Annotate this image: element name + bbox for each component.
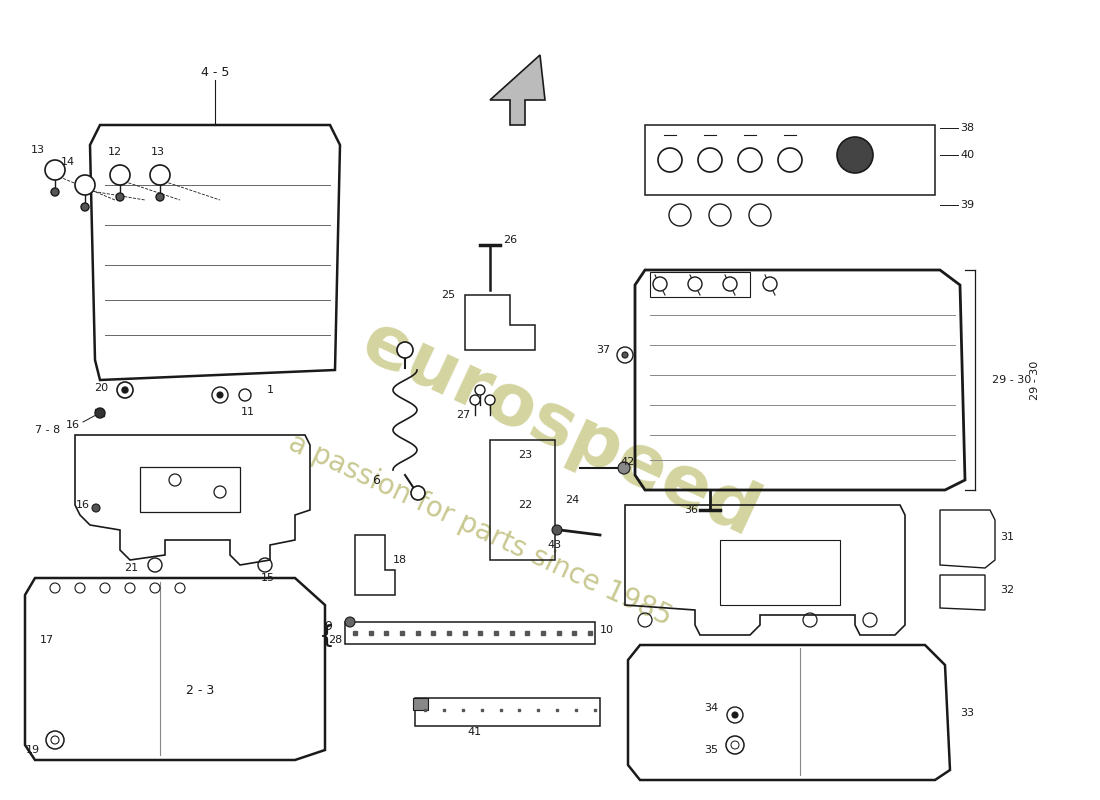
Circle shape [51,188,59,196]
Circle shape [653,277,667,291]
Text: 35: 35 [704,745,718,755]
Text: 20: 20 [94,383,108,393]
Text: 4 - 5: 4 - 5 [201,66,229,78]
Circle shape [110,165,130,185]
Text: 24: 24 [565,495,580,505]
Circle shape [837,137,873,173]
Bar [345,622,595,644]
Text: 22: 22 [518,500,532,510]
Bar [412,698,428,710]
Text: 14: 14 [60,157,75,167]
Text: 7 - 8: 7 - 8 [35,425,60,435]
Bar [490,440,556,560]
Text: 11: 11 [241,407,255,417]
Text: 41: 41 [468,727,482,737]
Circle shape [397,342,412,358]
Text: 43: 43 [548,540,562,550]
Text: 2 - 3: 2 - 3 [186,683,214,697]
Text: 40: 40 [960,150,975,160]
Text: 6: 6 [372,474,379,486]
Text: 13: 13 [31,145,45,155]
Circle shape [485,395,495,405]
Text: 29 - 30: 29 - 30 [992,375,1032,385]
Bar [415,698,600,726]
Text: 27: 27 [455,410,470,420]
Text: 39: 39 [960,200,975,210]
Text: 38: 38 [960,123,975,133]
Circle shape [116,193,124,201]
Text: {: { [319,624,336,648]
Text: a passion for parts since 1985: a passion for parts since 1985 [284,429,676,631]
Text: 18: 18 [393,555,407,565]
Text: 31: 31 [1000,532,1014,542]
Circle shape [723,277,737,291]
Circle shape [411,486,425,500]
Circle shape [763,277,777,291]
Circle shape [552,525,562,535]
Text: 36: 36 [684,505,699,515]
Text: 9: 9 [324,621,332,634]
Text: 19: 19 [26,745,40,755]
Text: 16: 16 [66,420,80,430]
Circle shape [618,462,630,474]
Circle shape [688,277,702,291]
Text: 33: 33 [960,708,974,718]
Text: 42: 42 [620,457,635,467]
Text: 28: 28 [328,635,342,645]
Bar [720,540,840,605]
Circle shape [81,203,89,211]
Circle shape [217,392,223,398]
Bar [140,467,240,512]
Text: eurospeed: eurospeed [351,308,770,552]
Circle shape [75,175,95,195]
Circle shape [122,387,128,393]
Bar [650,272,750,297]
Circle shape [92,504,100,512]
Circle shape [45,160,65,180]
Circle shape [658,148,682,172]
Text: 34: 34 [704,703,718,713]
Text: 12: 12 [108,147,122,157]
Circle shape [345,617,355,627]
Circle shape [732,712,738,718]
Text: 26: 26 [503,235,517,245]
Circle shape [698,148,722,172]
Text: 15: 15 [261,573,275,583]
Circle shape [475,385,485,395]
Circle shape [470,395,480,405]
Circle shape [95,408,104,418]
Bar [645,125,935,195]
Text: 25: 25 [441,290,455,300]
Text: 1: 1 [266,385,274,395]
Polygon shape [490,55,544,125]
Text: 10: 10 [600,625,614,635]
Text: 16: 16 [76,500,90,510]
Text: 21: 21 [124,563,138,573]
Circle shape [738,148,762,172]
Circle shape [150,165,170,185]
Text: 37: 37 [596,345,611,355]
Text: 29 - 30: 29 - 30 [1030,360,1040,400]
Text: 23: 23 [518,450,532,460]
Text: 32: 32 [1000,585,1014,595]
Circle shape [778,148,802,172]
Circle shape [621,352,628,358]
Text: 13: 13 [151,147,165,157]
Circle shape [156,193,164,201]
Text: 17: 17 [40,635,54,645]
